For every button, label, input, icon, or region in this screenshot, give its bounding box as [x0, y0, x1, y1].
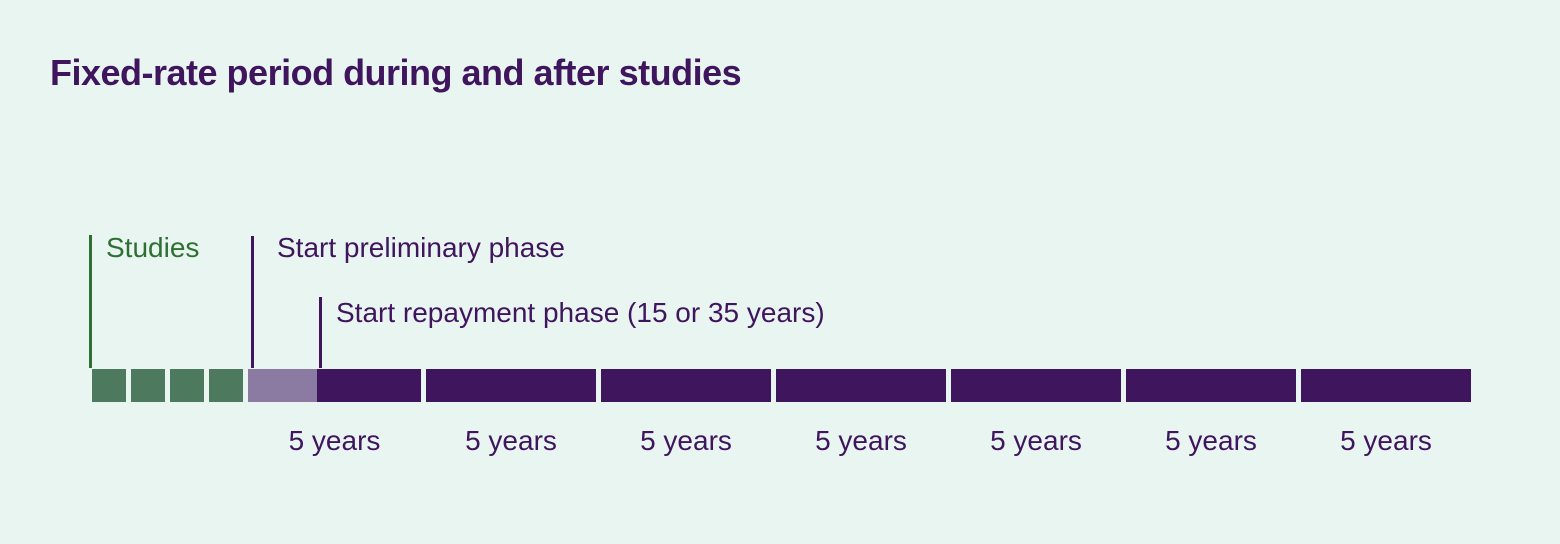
repayment-phase-first-segment [317, 369, 421, 402]
first-five-year-group [248, 369, 421, 402]
studies-label-spacer [92, 424, 243, 458]
repayment-five-year-block [951, 369, 1121, 402]
repayment-five-year-block [1126, 369, 1296, 402]
repayment-five-year-block [601, 369, 771, 402]
preliminary-phase-segment [248, 369, 317, 402]
repayment-phase-tick-line [319, 297, 322, 368]
preliminary-phase-label: Start preliminary phase [277, 232, 565, 263]
period-label: 5 years [288, 425, 381, 456]
period-label: 5 years [1340, 425, 1432, 456]
repayment-five-year-block [776, 369, 946, 402]
studies-year-block [92, 369, 126, 402]
page-title: Fixed-rate period during and after studi… [50, 52, 742, 93]
timeline-bar [92, 369, 1471, 402]
period-label: 5 years [990, 425, 1082, 456]
period-label: 5 years [640, 425, 732, 456]
studies-year-block [209, 369, 243, 402]
period-label: 5 years [1165, 425, 1257, 456]
studies-year-block [131, 369, 165, 402]
studies-label: Studies [106, 232, 200, 263]
period-label: 5 years [815, 425, 907, 456]
period-label: 5 years [465, 425, 557, 456]
repayment-five-year-block [426, 369, 596, 402]
studies-year-block [170, 369, 204, 402]
studies-tick-line [89, 235, 92, 368]
repayment-phase-label: Start repayment phase (15 or 35 years) [336, 297, 825, 328]
repayment-five-year-block [1301, 369, 1471, 402]
period-labels-row: 5 years 5 years 5 years 5 years 5 years 5 yea… [92, 424, 1471, 458]
preliminary-phase-tick-line [251, 236, 254, 368]
